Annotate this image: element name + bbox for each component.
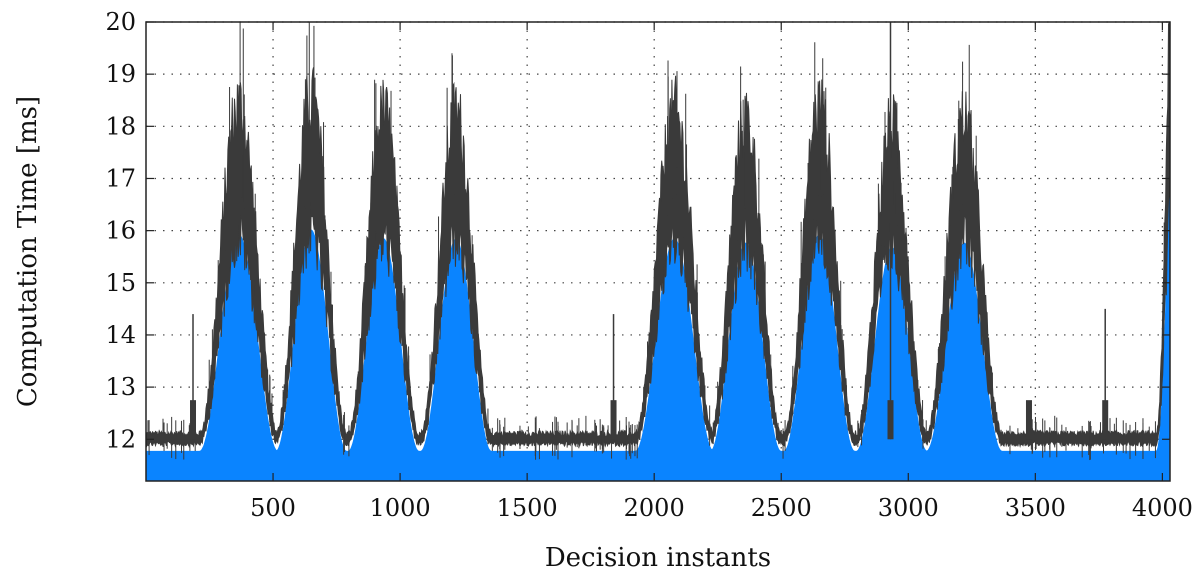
spike-base [887, 400, 894, 440]
spike-base [610, 400, 617, 440]
y-tick-label: 13 [105, 373, 136, 401]
y-axis-ticks: 12 13 14 15 16 17 18 19 20 [105, 8, 1170, 453]
y-tick-label: 12 [105, 425, 136, 453]
x-axis-ticks: 500 1000 1500 2000 2500 3000 3500 4000 [250, 22, 1193, 522]
y-tick-label: 17 [105, 164, 136, 192]
x-tick-label: 2500 [751, 494, 812, 522]
x-axis-label: Decision instants [545, 543, 771, 573]
y-tick-label: 14 [105, 321, 136, 349]
spike-base [190, 400, 197, 440]
plot-frame [145, 21, 1171, 482]
x-tick-label: 4000 [1132, 494, 1193, 522]
y-tick-label: 19 [105, 60, 136, 88]
spike-base [1025, 400, 1032, 440]
y-tick-label: 16 [105, 217, 136, 245]
y-axis-label: Computation Time [ms] [13, 96, 43, 407]
spike-markers [190, 22, 1109, 440]
x-tick-label: 3000 [878, 494, 939, 522]
y-tick-label: 15 [105, 269, 136, 297]
spike-base [1102, 400, 1109, 440]
x-tick-label: 1500 [497, 494, 558, 522]
y-tick-label: 20 [105, 8, 136, 36]
y-tick-label: 18 [105, 112, 136, 140]
series-line [145, 21, 1171, 461]
x-tick-label: 2000 [624, 494, 685, 522]
x-tick-label: 1000 [370, 494, 431, 522]
x-tick-label: 500 [250, 494, 296, 522]
x-tick-label: 3500 [1005, 494, 1066, 522]
